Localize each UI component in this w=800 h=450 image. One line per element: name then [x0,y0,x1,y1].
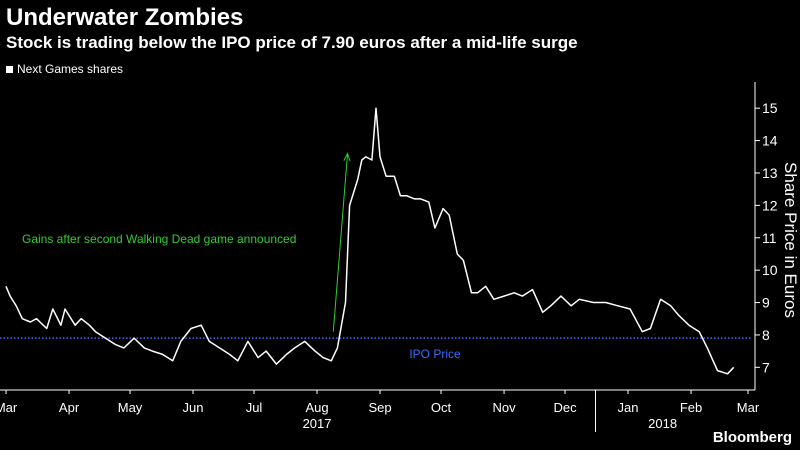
axes: 7 8 9 10 11 12 13 14 15 Share Price in Euros Mar Ap… [0,82,800,432]
legend: Next Games shares [6,62,123,76]
legend-label: Next Games shares [17,62,124,76]
x-tick-label: Jun [183,400,204,415]
x-tick-label: Apr [59,400,80,415]
bloomberg-logo: Bloomberg [712,429,792,446]
x-year-label: 2017 [303,416,332,431]
series [5,107,735,375]
x-tick-label: Dec [553,400,577,415]
annotation-arrow [332,153,349,332]
ipo-reference: IPO Price [0,337,752,361]
annotation-arrowhead [343,152,351,162]
y-tick-label: 8 [762,327,770,343]
x-year-label: 2018 [648,416,677,431]
legend-swatch [6,65,13,73]
y-tick-label: 13 [762,165,778,181]
annotation-label: Gains after second Walking Dead game ann… [22,232,296,246]
y-tick-label: 9 [762,295,770,311]
series-line-next-games-shares [5,107,735,375]
annotation: Gains after second Walking Dead game ann… [22,152,351,332]
x-tick-label: Jan [618,400,639,415]
x-tick-label: Feb [680,400,702,415]
chart-title: Underwater Zombies [6,4,244,31]
x-tick-label: Oct [431,400,452,415]
x-tick-label: Mar [737,400,760,415]
y-tick-label: 15 [762,100,778,116]
chart-subtitle: Stock is trading below the IPO price of … [6,33,578,52]
x-tick-label: Jul [246,400,263,415]
y-axis-title: Share Price in Euros [781,162,800,318]
y-tick-label: 11 [762,230,777,246]
x-tick-label: Nov [492,400,516,415]
ipo-price-label: IPO Price [409,347,461,361]
x-tick-label: Mar [0,400,18,415]
x-tick-label: Sep [368,400,391,415]
y-tick-label: 14 [762,133,778,149]
x-tick-label: May [118,400,143,415]
x-tick-label: Aug [305,400,328,415]
y-tick-label: 12 [762,197,778,213]
y-tick-label: 10 [762,262,778,278]
y-tick-label: 7 [762,359,770,375]
